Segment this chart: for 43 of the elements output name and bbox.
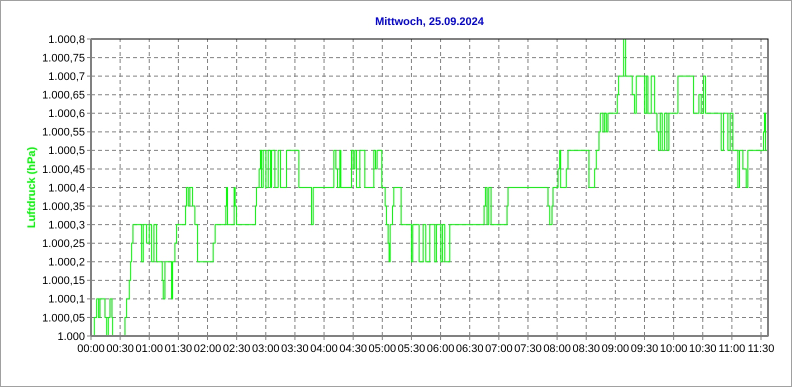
x-tick-label: 04:00: [310, 343, 338, 355]
x-tick-label: 05:00: [368, 343, 396, 355]
y-tick-label: 1.000: [57, 330, 85, 343]
y-tick-label: 1.000,1: [48, 294, 85, 306]
x-tick-label: 09:00: [602, 343, 630, 355]
y-tick-label: 1.000,4: [48, 182, 85, 194]
x-tick-label: 00:00: [77, 343, 105, 355]
x-tick-label: 02:30: [222, 343, 250, 355]
y-tick-label: 1.000,7: [48, 70, 85, 83]
y-tick-label: 1.000,45: [42, 164, 85, 176]
x-tick-label: 11:30: [748, 343, 774, 355]
y-tick-label: 1.000,6: [48, 108, 85, 120]
x-tick-label: 03:30: [281, 343, 309, 355]
x-tick-label: 01:30: [164, 343, 192, 355]
x-tick-label: 08:30: [572, 343, 600, 355]
x-tick-label: 00:30: [106, 343, 134, 355]
y-tick-label: 1.000,25: [42, 238, 85, 250]
y-tick-label: 1.000,5: [48, 145, 85, 158]
x-tick-label: 06:00: [426, 343, 454, 355]
y-tick-label: 1.000,35: [42, 200, 85, 213]
y-tick-label: 1.000,8: [48, 34, 85, 46]
x-tick-label: 01:00: [135, 343, 164, 355]
x-tick-label: 06:30: [456, 343, 484, 355]
chart-title: Mittwoch, 25.09.2024: [375, 16, 485, 28]
x-tick-label: 04:30: [339, 343, 367, 355]
x-tick-label: 09:30: [630, 343, 658, 355]
x-tick-label: 08:00: [543, 343, 571, 355]
y-tick-label: 1.000,2: [48, 256, 85, 269]
y-tick-label: 1.000,05: [42, 312, 85, 324]
x-tick-label: 10:30: [688, 343, 717, 355]
y-tick-label: 1.000,75: [42, 52, 85, 64]
y-tick-label: 1.000,15: [42, 275, 85, 288]
y-tick-label: 1.000,65: [42, 90, 85, 102]
y-axis-title: Luftdruck (hPa): [26, 146, 38, 228]
x-tick-label: 03:00: [252, 343, 280, 355]
x-tick-label: 07:30: [514, 343, 542, 355]
x-tick-label: 05:30: [398, 343, 426, 355]
y-tick-label: 1.000,3: [48, 219, 85, 232]
x-tick-label: 07:00: [485, 343, 513, 355]
x-tick-label: 02:00: [194, 343, 222, 355]
x-tick-label: 11:00: [718, 343, 746, 355]
y-tick-label: 1.000,55: [42, 126, 85, 139]
x-tick-label: 10:00: [660, 343, 688, 355]
